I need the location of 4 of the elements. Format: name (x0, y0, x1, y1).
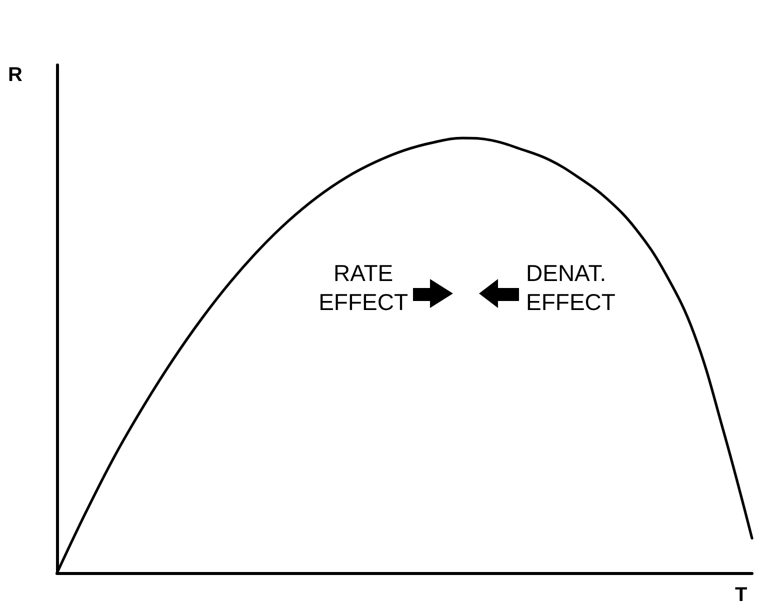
annotation: RATE EFFECT (318, 259, 408, 317)
y-axis-title: R (8, 64, 22, 87)
x-axis-title: T (735, 584, 748, 607)
annotation: DENAT. EFFECT (526, 259, 616, 317)
